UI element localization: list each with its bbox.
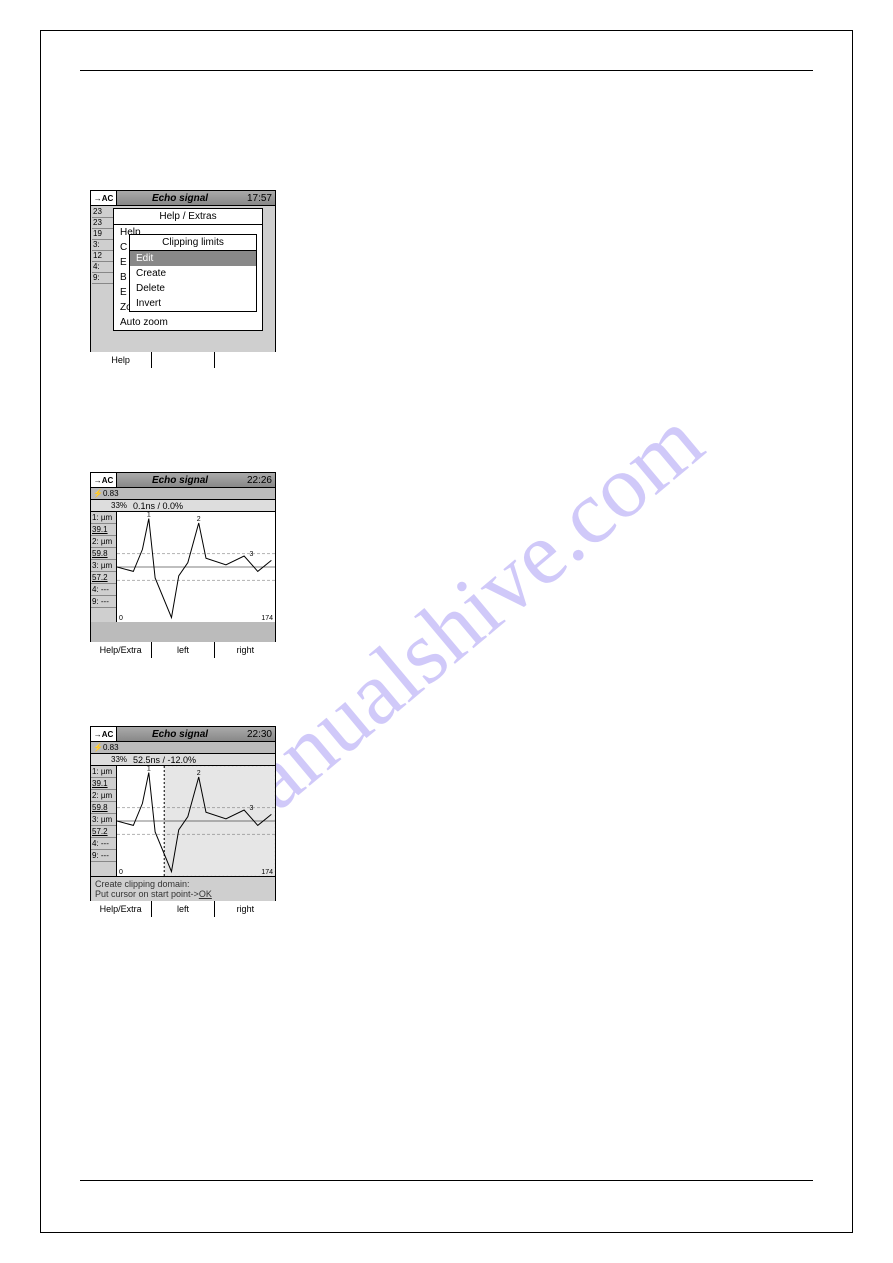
cursor-readout: 52.5ns / -12.0% <box>133 755 196 765</box>
svg-text:3: 3 <box>249 551 253 558</box>
y-axis-labels: 1: µm39.1 2: µm59.8 3: µm57.2 4: ---9: -… <box>91 766 117 876</box>
window-clipping-menu: →AC Echo signal 17:57 2323 193: 124: 9: … <box>90 190 276 368</box>
window-echo-signal: →AC Echo signal 22:26 ⚡0.83 33% 0.1ns / … <box>90 472 276 658</box>
softkey-helpextra[interactable]: Help/Extra <box>90 642 152 658</box>
clock: 22:30 <box>243 729 275 740</box>
status-bar-1: ⚡0.83 <box>91 742 275 754</box>
svg-text:174: 174 <box>261 869 273 876</box>
svg-text:174: 174 <box>261 615 273 622</box>
spacer <box>91 622 275 642</box>
softkey-right[interactable]: right <box>215 901 276 917</box>
echo-chart: 11230174 <box>117 512 275 622</box>
softkey-left[interactable]: left <box>152 901 214 917</box>
titlebar: →AC Echo signal 22:30 <box>90 726 276 742</box>
window-echo-clipping: →AC Echo signal 22:30 ⚡0.83 33% 52.5ns /… <box>90 726 276 917</box>
status-bar-1: ⚡0.83 <box>91 488 275 500</box>
ac-badge: →AC <box>91 473 117 487</box>
status-bar-2: 33% 0.1ns / 0.0% <box>91 500 275 512</box>
svg-text:2: 2 <box>197 770 201 777</box>
window-title: Echo signal <box>117 475 243 486</box>
status-bar-2: 33% 52.5ns / -12.0% <box>91 754 275 766</box>
softkey-help[interactable]: Help <box>90 352 152 368</box>
menu-item-autozoom[interactable]: Auto zoom <box>114 315 262 330</box>
window-title: Echo signal <box>117 193 243 204</box>
svg-text:2: 2 <box>197 516 201 523</box>
window-title: Echo signal <box>117 729 243 740</box>
softkey-mid[interactable] <box>152 352 214 368</box>
softkey-right[interactable] <box>215 352 276 368</box>
softkey-helpextra[interactable]: Help/Extra <box>90 901 152 917</box>
clock: 17:57 <box>243 193 275 204</box>
zoom-pct: 33% <box>111 755 127 764</box>
clock: 22:26 <box>243 475 275 486</box>
cursor-readout: 0.1ns / 0.0% <box>133 501 183 511</box>
menu-title: Help / Extras <box>114 209 262 225</box>
echo-chart-clipped: 11230174 <box>117 766 275 876</box>
titlebar: →AC Echo signal 17:57 <box>90 190 276 206</box>
prompt-text: Create clipping domain: Put cursor on st… <box>91 876 275 901</box>
submenu-item-invert[interactable]: Invert <box>130 296 256 311</box>
softkey-right[interactable]: right <box>215 642 276 658</box>
submenu-item-delete[interactable]: Delete <box>130 281 256 296</box>
y-axis-labels: 1: µm39.1 2: µm59.8 3: µm57.2 4: ---9: -… <box>91 512 117 622</box>
ok-link[interactable]: OK <box>199 889 212 899</box>
submenu-item-edit[interactable]: Edit <box>130 251 256 266</box>
svg-text:1: 1 <box>147 766 151 773</box>
submenu-title: Clipping limits <box>130 235 256 251</box>
zoom-pct: 33% <box>111 501 127 510</box>
softkey-bar: Help/Extra left right <box>90 642 276 658</box>
softkey-left[interactable]: left <box>152 642 214 658</box>
svg-text:1: 1 <box>147 512 151 519</box>
clipping-limits-submenu: Clipping limits Edit Create Delete Inver… <box>129 234 257 312</box>
submenu-item-create[interactable]: Create <box>130 266 256 281</box>
softkey-bar: Help <box>90 352 276 368</box>
svg-text:3: 3 <box>249 805 253 812</box>
svg-text:0: 0 <box>119 869 123 876</box>
ac-badge: →AC <box>91 191 117 205</box>
titlebar: →AC Echo signal 22:26 <box>90 472 276 488</box>
page-rule-bottom <box>80 1180 813 1181</box>
page-rule-top <box>80 70 813 71</box>
softkey-bar: Help/Extra left right <box>90 901 276 917</box>
ac-badge: →AC <box>91 727 117 741</box>
svg-text:0: 0 <box>119 615 123 622</box>
